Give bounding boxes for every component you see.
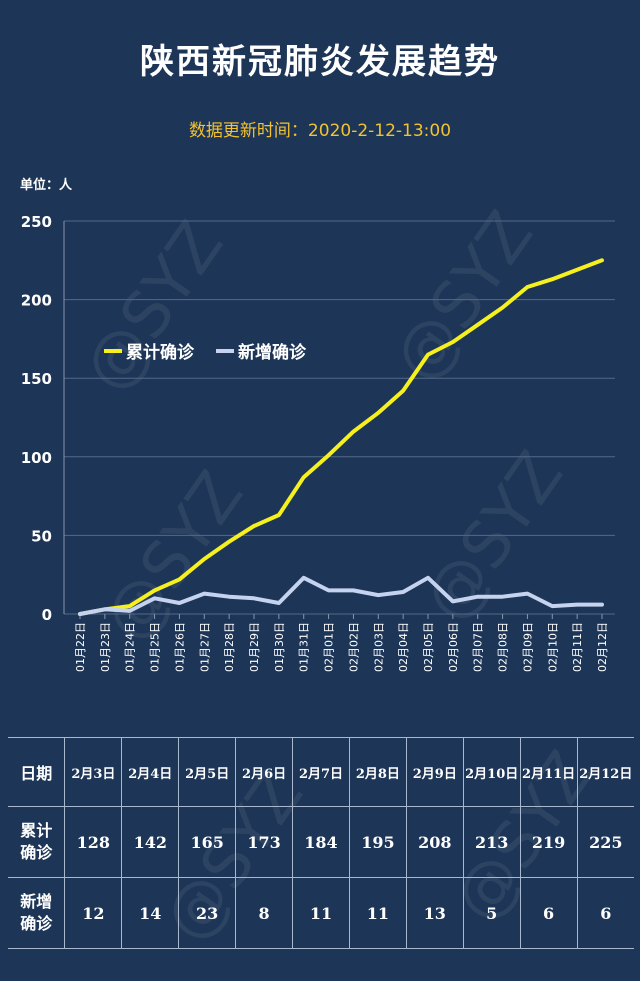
line-chart: 0 50 100 150 200 250 01月22日 01月23日 01月24日 01月25日 0… — [21, 213, 615, 672]
date-cell: 2月11日 — [519, 737, 578, 807]
x-tick-label: 02月08日 — [497, 622, 510, 672]
x-tick-label: 01月26日 — [173, 622, 186, 672]
value-cell: 6 — [576, 877, 634, 949]
x-tick-label: 01月23日 — [99, 622, 112, 672]
table-header-label: 日期 — [8, 737, 65, 807]
table-row-dates: 日期 2月3日 2月4日 2月5日 2月6日 2月7日 2月8日 2月9日 2月… — [8, 737, 634, 807]
x-tick-label: 01月24日 — [124, 622, 137, 672]
series-line-new — [78, 575, 604, 616]
value-cell: 142 — [121, 806, 179, 878]
date-cell: 2月9日 — [405, 737, 464, 807]
x-tick-label: 02月01日 — [323, 622, 336, 672]
value-cell: 184 — [292, 806, 350, 878]
y-tick-label: 250 — [21, 213, 52, 231]
value-cell: 195 — [348, 806, 407, 878]
x-tick-label: 02月07日 — [472, 622, 485, 672]
unit-label: 单位：人 — [20, 178, 73, 193]
x-tick-label: 01月27日 — [198, 622, 211, 672]
legend-label-new: 新增确诊 — [238, 343, 306, 363]
row-label-cumulative: 累计 确诊 — [8, 806, 65, 878]
x-tick-label: 02月03日 — [372, 622, 385, 672]
x-tick-label: 01月22日 — [74, 622, 87, 672]
table-row-new: 新增确诊 12 14 23 8 11 11 13 5 6 6 — [8, 877, 634, 949]
value-cell: 12 — [64, 877, 122, 949]
series-line-cumulative — [78, 258, 604, 616]
x-tick-label: 02月11日 — [571, 622, 584, 672]
value-cell: 6 — [519, 877, 578, 949]
chart-legend: 累计确诊 新增确诊 — [104, 338, 328, 363]
x-tick-label: 01月28日 — [223, 622, 236, 672]
x-tick-label: 02月02日 — [347, 622, 360, 672]
x-tick-label: 02月10日 — [546, 622, 559, 672]
legend-label-cumulative: 累计确诊 — [126, 343, 194, 363]
value-cell: 11 — [292, 877, 350, 949]
value-cell: 128 — [64, 806, 122, 878]
x-tick-label: 02月09日 — [521, 622, 534, 672]
date-cell: 2月3日 — [64, 737, 122, 807]
value-cell: 23 — [178, 877, 236, 949]
page-title: 陕西新冠肺炎发展趋势 — [140, 42, 500, 82]
date-cell: 2月8日 — [348, 737, 407, 807]
value-cell: 11 — [348, 877, 407, 949]
y-tick-label: 0 — [42, 606, 52, 624]
value-cell: 213 — [462, 806, 521, 878]
value-cell: 219 — [519, 806, 578, 878]
legend-item-cumulative: 累计确诊 — [104, 338, 194, 363]
value-cell: 173 — [235, 806, 293, 878]
legend-item-new: 新增确诊 — [216, 338, 306, 363]
date-cell: 2月12日 — [576, 737, 634, 807]
value-cell: 14 — [121, 877, 179, 949]
legend-swatch-cumulative — [104, 348, 122, 353]
date-cell: 2月4日 — [121, 737, 179, 807]
value-cell: 13 — [405, 877, 464, 949]
row-label-line2: 确诊 — [20, 843, 53, 862]
date-cell: 2月5日 — [178, 737, 236, 807]
row-label-line1: 累计 — [20, 821, 53, 840]
x-tick-label: 01月25日 — [149, 622, 162, 672]
row-label-line2: 确诊 — [20, 914, 53, 933]
x-tick-label: 02月06日 — [447, 622, 460, 672]
x-tick-label: 01月29日 — [248, 622, 261, 672]
date-cell: 2月7日 — [292, 737, 350, 807]
value-cell: 165 — [178, 806, 236, 878]
y-tick-label: 150 — [21, 370, 52, 388]
y-tick-label: 100 — [21, 449, 52, 467]
table-row-cumulative: 累计确诊 128 142 165 173 184 195 208 213 219… — [8, 806, 634, 878]
data-table: 日期 2月3日 2月4日 2月5日 2月6日 2月7日 2月8日 2月9日 2月… — [8, 737, 634, 949]
x-tick-label: 02月04日 — [397, 622, 410, 672]
value-cell: 225 — [576, 806, 634, 878]
y-tick-label: 50 — [31, 527, 52, 545]
row-label-line1: 新增 — [20, 892, 53, 911]
date-cell: 2月6日 — [235, 737, 293, 807]
date-cell: 2月10日 — [462, 737, 521, 807]
legend-swatch-new — [216, 348, 234, 353]
row-label-new: 新增 确诊 — [8, 877, 65, 949]
value-cell: 208 — [405, 806, 464, 878]
value-cell: 5 — [462, 877, 521, 949]
update-time: 数据更新时间：2020-2-12-13:00 — [188, 121, 452, 141]
y-tick-label: 200 — [21, 292, 52, 310]
x-tick-label: 01月30日 — [273, 622, 286, 672]
x-tick-label: 02月12日 — [596, 622, 609, 672]
value-cell: 8 — [235, 877, 293, 949]
x-tick-label: 01月31日 — [298, 622, 311, 672]
x-tick-label: 02月05日 — [422, 622, 435, 672]
